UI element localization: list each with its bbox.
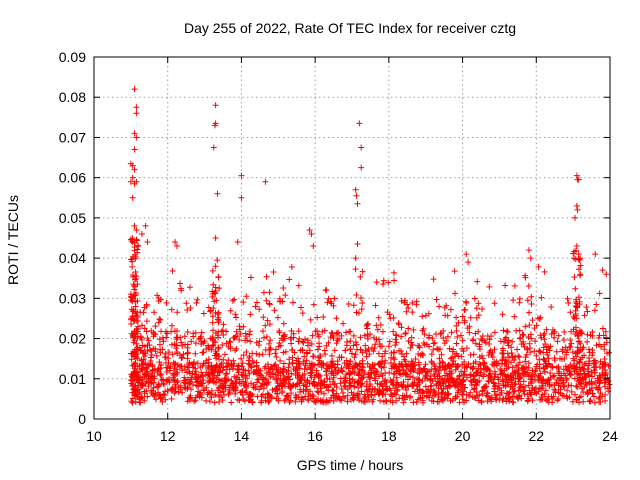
- x-tick-label: 18: [381, 428, 397, 444]
- x-tick-label: 24: [602, 428, 618, 444]
- x-axis-title: GPS time / hours: [297, 457, 404, 473]
- y-tick-label: 0.02: [59, 331, 86, 347]
- y-tick-label: 0.07: [59, 129, 86, 145]
- roti-scatter-chart: 10 12 14 16 18 20 22 24 0 0.01 0.02 0.03 0.04 0.05 0.…: [0, 0, 640, 480]
- y-tick-label: 0: [78, 411, 86, 427]
- x-tick-label: 10: [86, 428, 102, 444]
- y-tick-label: 0.08: [59, 89, 86, 105]
- y-tick-label: 0.09: [59, 49, 86, 65]
- y-axis-title: ROTI / TECUs: [5, 195, 21, 285]
- x-tick-label: 20: [455, 428, 471, 444]
- x-tick-label: 14: [234, 428, 250, 444]
- chart-background: [0, 0, 640, 480]
- x-tick-label: 12: [160, 428, 176, 444]
- y-tick-label: 0.06: [59, 170, 86, 186]
- y-tick-label: 0.01: [59, 371, 86, 387]
- y-tick-label: 0.04: [59, 250, 86, 266]
- chart-title: Day 255 of 2022, Rate Of TEC Index for r…: [184, 20, 516, 36]
- y-tick-label: 0.05: [59, 210, 86, 226]
- y-tick-label: 0.03: [59, 290, 86, 306]
- x-tick-label: 16: [307, 428, 323, 444]
- x-tick-label: 22: [528, 428, 544, 444]
